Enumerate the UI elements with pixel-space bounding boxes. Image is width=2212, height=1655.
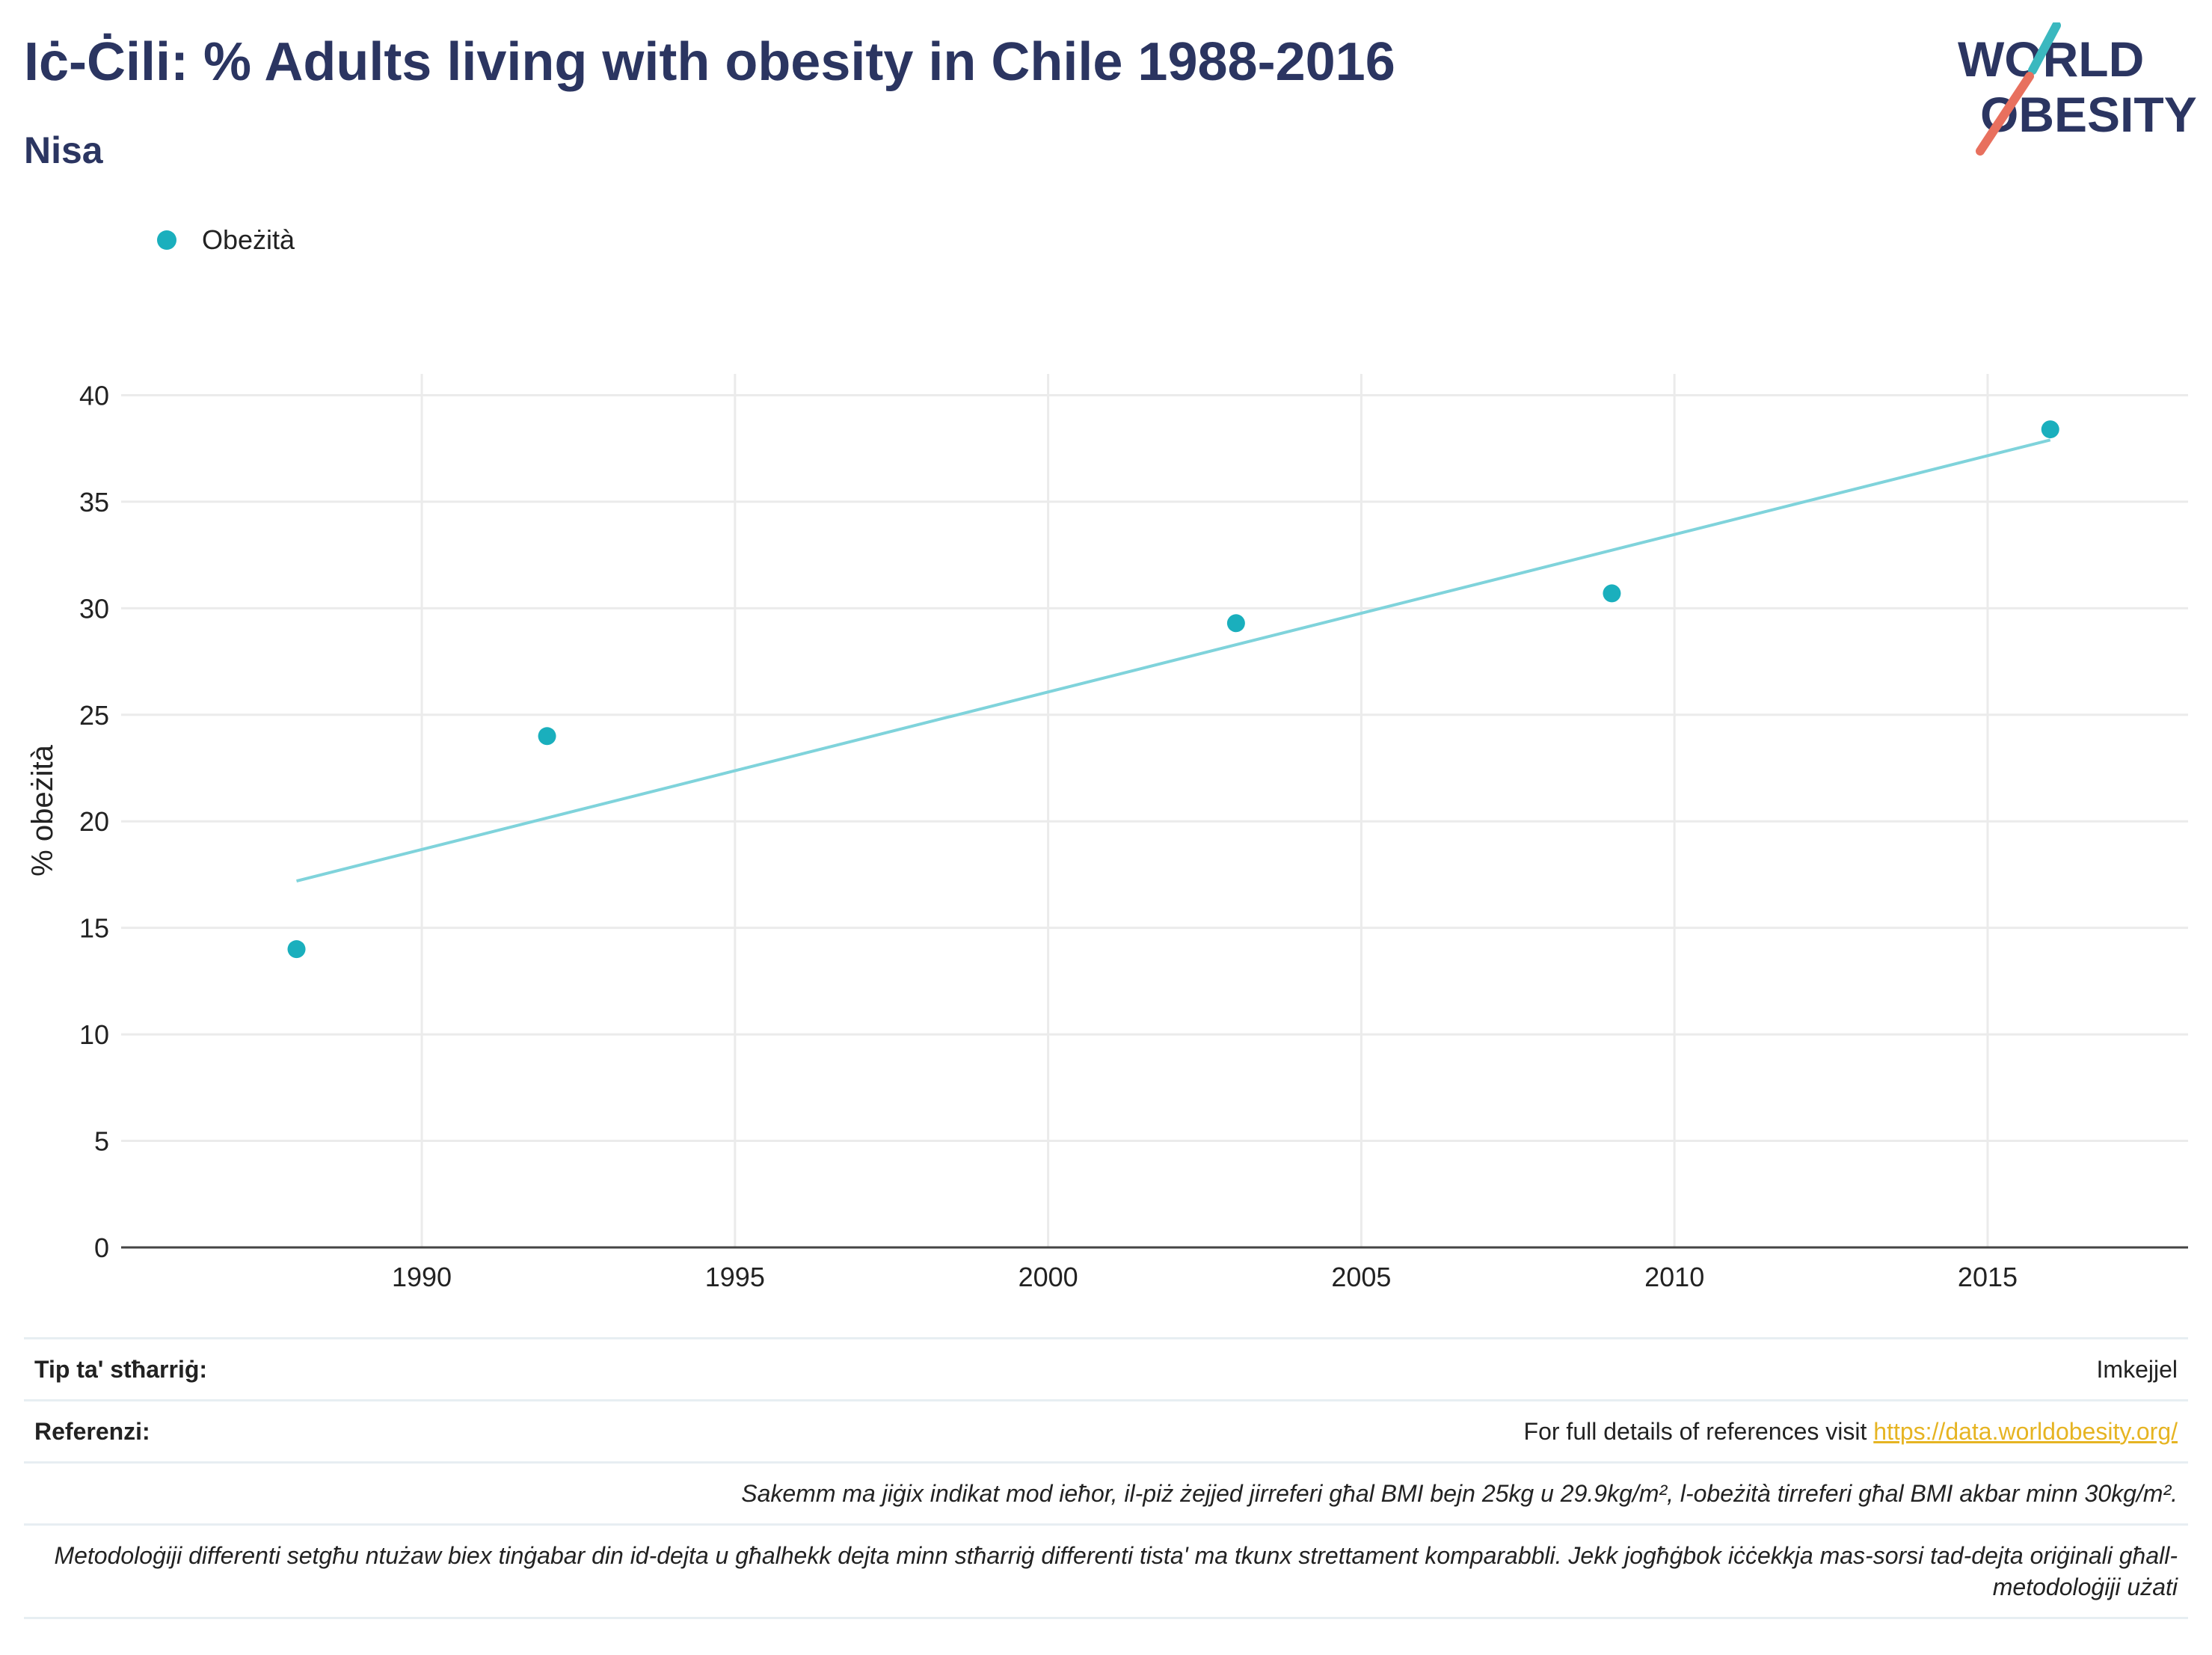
chart-legend[interactable]: Obeżità [157, 224, 295, 256]
survey-type-value: Imkejjel [2096, 1355, 2178, 1383]
note-bmi-definition: Sakemm ma jiġix indikat mod ieħor, il-pi… [741, 1480, 2178, 1507]
y-tick-label: 0 [94, 1232, 109, 1263]
data-point [2041, 420, 2059, 439]
y-tick-label: 5 [94, 1126, 109, 1157]
y-tick-label: 10 [79, 1019, 109, 1050]
footer-table: Tip ta' stħarriġ: Imkejjel Referenzi: Fo… [24, 1337, 2188, 1619]
legend-marker-obesity [157, 230, 176, 250]
world-obesity-logo: WORLD OBESITY [1958, 22, 2197, 156]
footer-row-references: Referenzi: For full details of reference… [24, 1399, 2188, 1461]
page-subtitle: Nisa [24, 129, 103, 171]
references-text: For full details of references visit [1523, 1417, 1867, 1445]
note-methodology: Metodoloġiji differenti setgħu ntużaw bi… [54, 1542, 2178, 1600]
footer-row-note-methodology: Metodoloġiji differenti setgħu ntużaw bi… [24, 1523, 2188, 1619]
page-title: Iċ-Ċili: % Adults living with obesity in… [24, 32, 1395, 92]
data-point [538, 727, 556, 746]
x-tick-label: 2000 [1019, 1262, 1078, 1292]
x-tick-label: 1995 [705, 1262, 765, 1292]
y-tick-label: 40 [79, 380, 109, 411]
y-tick-label: 20 [79, 806, 109, 837]
obesity-scatter-chart: 0 5 10 15 20 25 30 35 40 1990 1995 2000 2005 2010 2015… [26, 374, 2188, 1292]
footer-row-note-bmi: Sakemm ma jiġix indikat mod ieħor, il-pi… [24, 1461, 2188, 1523]
y-tick-label: 15 [79, 913, 109, 944]
y-tick-label: 30 [79, 593, 109, 624]
x-tick-label: 2015 [1958, 1262, 2018, 1292]
references-link[interactable]: https://data.worldobesity.org/ [1873, 1417, 2178, 1445]
footer-row-survey-type: Tip ta' stħarriġ: Imkejjel [24, 1337, 2188, 1399]
trend-line [296, 438, 2051, 882]
x-tick-label: 2005 [1331, 1262, 1391, 1292]
references-label: Referenzi: [34, 1417, 150, 1445]
x-tick-label: 1990 [392, 1262, 452, 1292]
data-point [287, 940, 306, 959]
y-tick-label: 35 [79, 487, 109, 518]
y-tick-label: 25 [79, 700, 109, 731]
y-axis-label: % obeżità [26, 744, 59, 876]
x-tick-label: 2010 [1644, 1262, 1704, 1292]
logo-slash-teal [2028, 22, 2061, 75]
legend-label-obesity: Obeżità [202, 224, 295, 255]
logo-slash-coral [1976, 72, 2034, 156]
references-value: For full details of references visit htt… [1524, 1418, 2178, 1446]
data-point [1226, 614, 1245, 633]
survey-type-label: Tip ta' stħarriġ: [34, 1355, 208, 1383]
data-point [1603, 584, 1621, 603]
